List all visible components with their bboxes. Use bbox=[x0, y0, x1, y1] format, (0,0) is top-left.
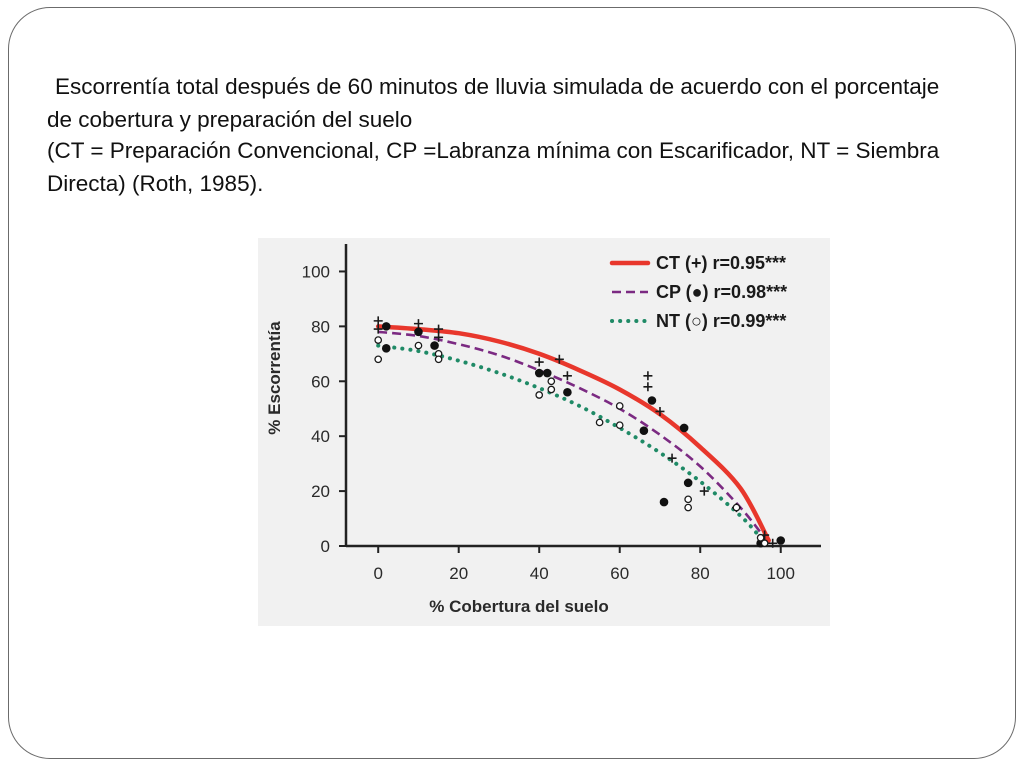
x-tick-label: 20 bbox=[449, 564, 468, 583]
slide: Escorrentía total después de 60 minutos … bbox=[8, 7, 1016, 759]
x-tick-label: 40 bbox=[530, 564, 549, 583]
cp-point bbox=[639, 426, 649, 435]
nt-point bbox=[414, 341, 423, 350]
y-tick-label: 0 bbox=[321, 537, 330, 556]
cp-point bbox=[679, 423, 689, 433]
x-tick-label: 80 bbox=[691, 564, 710, 583]
cp-point bbox=[534, 368, 544, 378]
cp-point bbox=[381, 322, 391, 331]
y-tick-label: 60 bbox=[311, 372, 330, 391]
data-points bbox=[373, 316, 786, 548]
nt-point bbox=[732, 503, 741, 512]
x-tick-label: 0 bbox=[373, 564, 382, 583]
fit-curve-nt bbox=[376, 343, 763, 540]
legend-label-ct: CT (+) r=0.95*** bbox=[656, 253, 786, 273]
ct-point bbox=[413, 319, 423, 329]
ct-point bbox=[434, 332, 444, 342]
ct-point bbox=[434, 324, 444, 334]
nt-point bbox=[615, 421, 624, 430]
ct-point bbox=[643, 382, 653, 392]
nt-point bbox=[547, 377, 556, 386]
ct-point bbox=[373, 316, 383, 326]
nt-point bbox=[760, 539, 769, 548]
cp-point bbox=[776, 536, 786, 545]
ct-point bbox=[643, 371, 653, 381]
x-tick-label: 100 bbox=[767, 564, 795, 583]
nt-point bbox=[374, 336, 383, 344]
y-tick-label: 80 bbox=[311, 317, 330, 336]
chart-legend: CT (+) r=0.95*** CP (●) r=0.98*** NT (○) r… bbox=[609, 253, 787, 331]
ct-point bbox=[768, 538, 778, 548]
ct-point bbox=[373, 324, 383, 334]
nt-point bbox=[756, 533, 765, 542]
ct-point bbox=[554, 354, 564, 364]
chart-ticks: 0 20 40 60 80 100 0 20 40 60 80 100 bbox=[302, 262, 795, 583]
chart-background bbox=[258, 238, 830, 626]
ct-point bbox=[667, 453, 677, 463]
cp-point bbox=[430, 341, 439, 350]
legend-label-nt: NT (○) r=0.99*** bbox=[656, 311, 786, 331]
nt-point bbox=[535, 391, 544, 399]
runoff-chart: 0 20 40 60 80 100 0 20 40 60 80 100 CT (+) r=0.95**… bbox=[258, 238, 830, 626]
x-axis-label: % Cobertura del suelo bbox=[429, 597, 608, 616]
fit-curves bbox=[375, 324, 771, 543]
cp-point bbox=[647, 396, 657, 405]
slide-subtitle: (CT = Preparación Convencional, CP =Labr… bbox=[47, 138, 940, 196]
y-tick-label: 100 bbox=[302, 262, 330, 281]
slide-title: Escorrentía total después de 60 minutos … bbox=[47, 74, 940, 132]
nt-point bbox=[615, 402, 624, 410]
chart-axes bbox=[344, 244, 821, 548]
ct-point bbox=[699, 486, 709, 496]
cp-point bbox=[381, 344, 391, 353]
y-tick-label: 40 bbox=[311, 427, 330, 446]
cp-point bbox=[414, 327, 423, 337]
slide-text: Escorrentía total después de 60 minutos … bbox=[47, 70, 967, 200]
nt-point bbox=[374, 355, 383, 364]
x-tick-label: 60 bbox=[610, 564, 629, 583]
y-tick-label: 20 bbox=[311, 482, 330, 501]
cp-point bbox=[683, 478, 693, 488]
ct-point bbox=[534, 357, 544, 367]
fit-curve-cp bbox=[378, 330, 766, 539]
chart-svg: 0 20 40 60 80 100 0 20 40 60 80 100 CT (+) r=0.95**… bbox=[258, 238, 830, 626]
cp-point bbox=[563, 387, 572, 397]
nt-point bbox=[547, 385, 556, 394]
ct-point bbox=[562, 371, 572, 381]
nt-point bbox=[434, 355, 443, 364]
legend-label-cp: CP (●) r=0.98*** bbox=[656, 282, 787, 302]
cp-point bbox=[542, 368, 552, 378]
nt-point bbox=[684, 495, 693, 504]
ct-point bbox=[655, 406, 665, 416]
nt-point bbox=[684, 503, 693, 512]
y-axis-label: % Escorrentía bbox=[265, 321, 284, 435]
fit-curve-ct bbox=[375, 324, 771, 543]
nt-point bbox=[595, 418, 604, 427]
cp-point bbox=[659, 497, 669, 507]
